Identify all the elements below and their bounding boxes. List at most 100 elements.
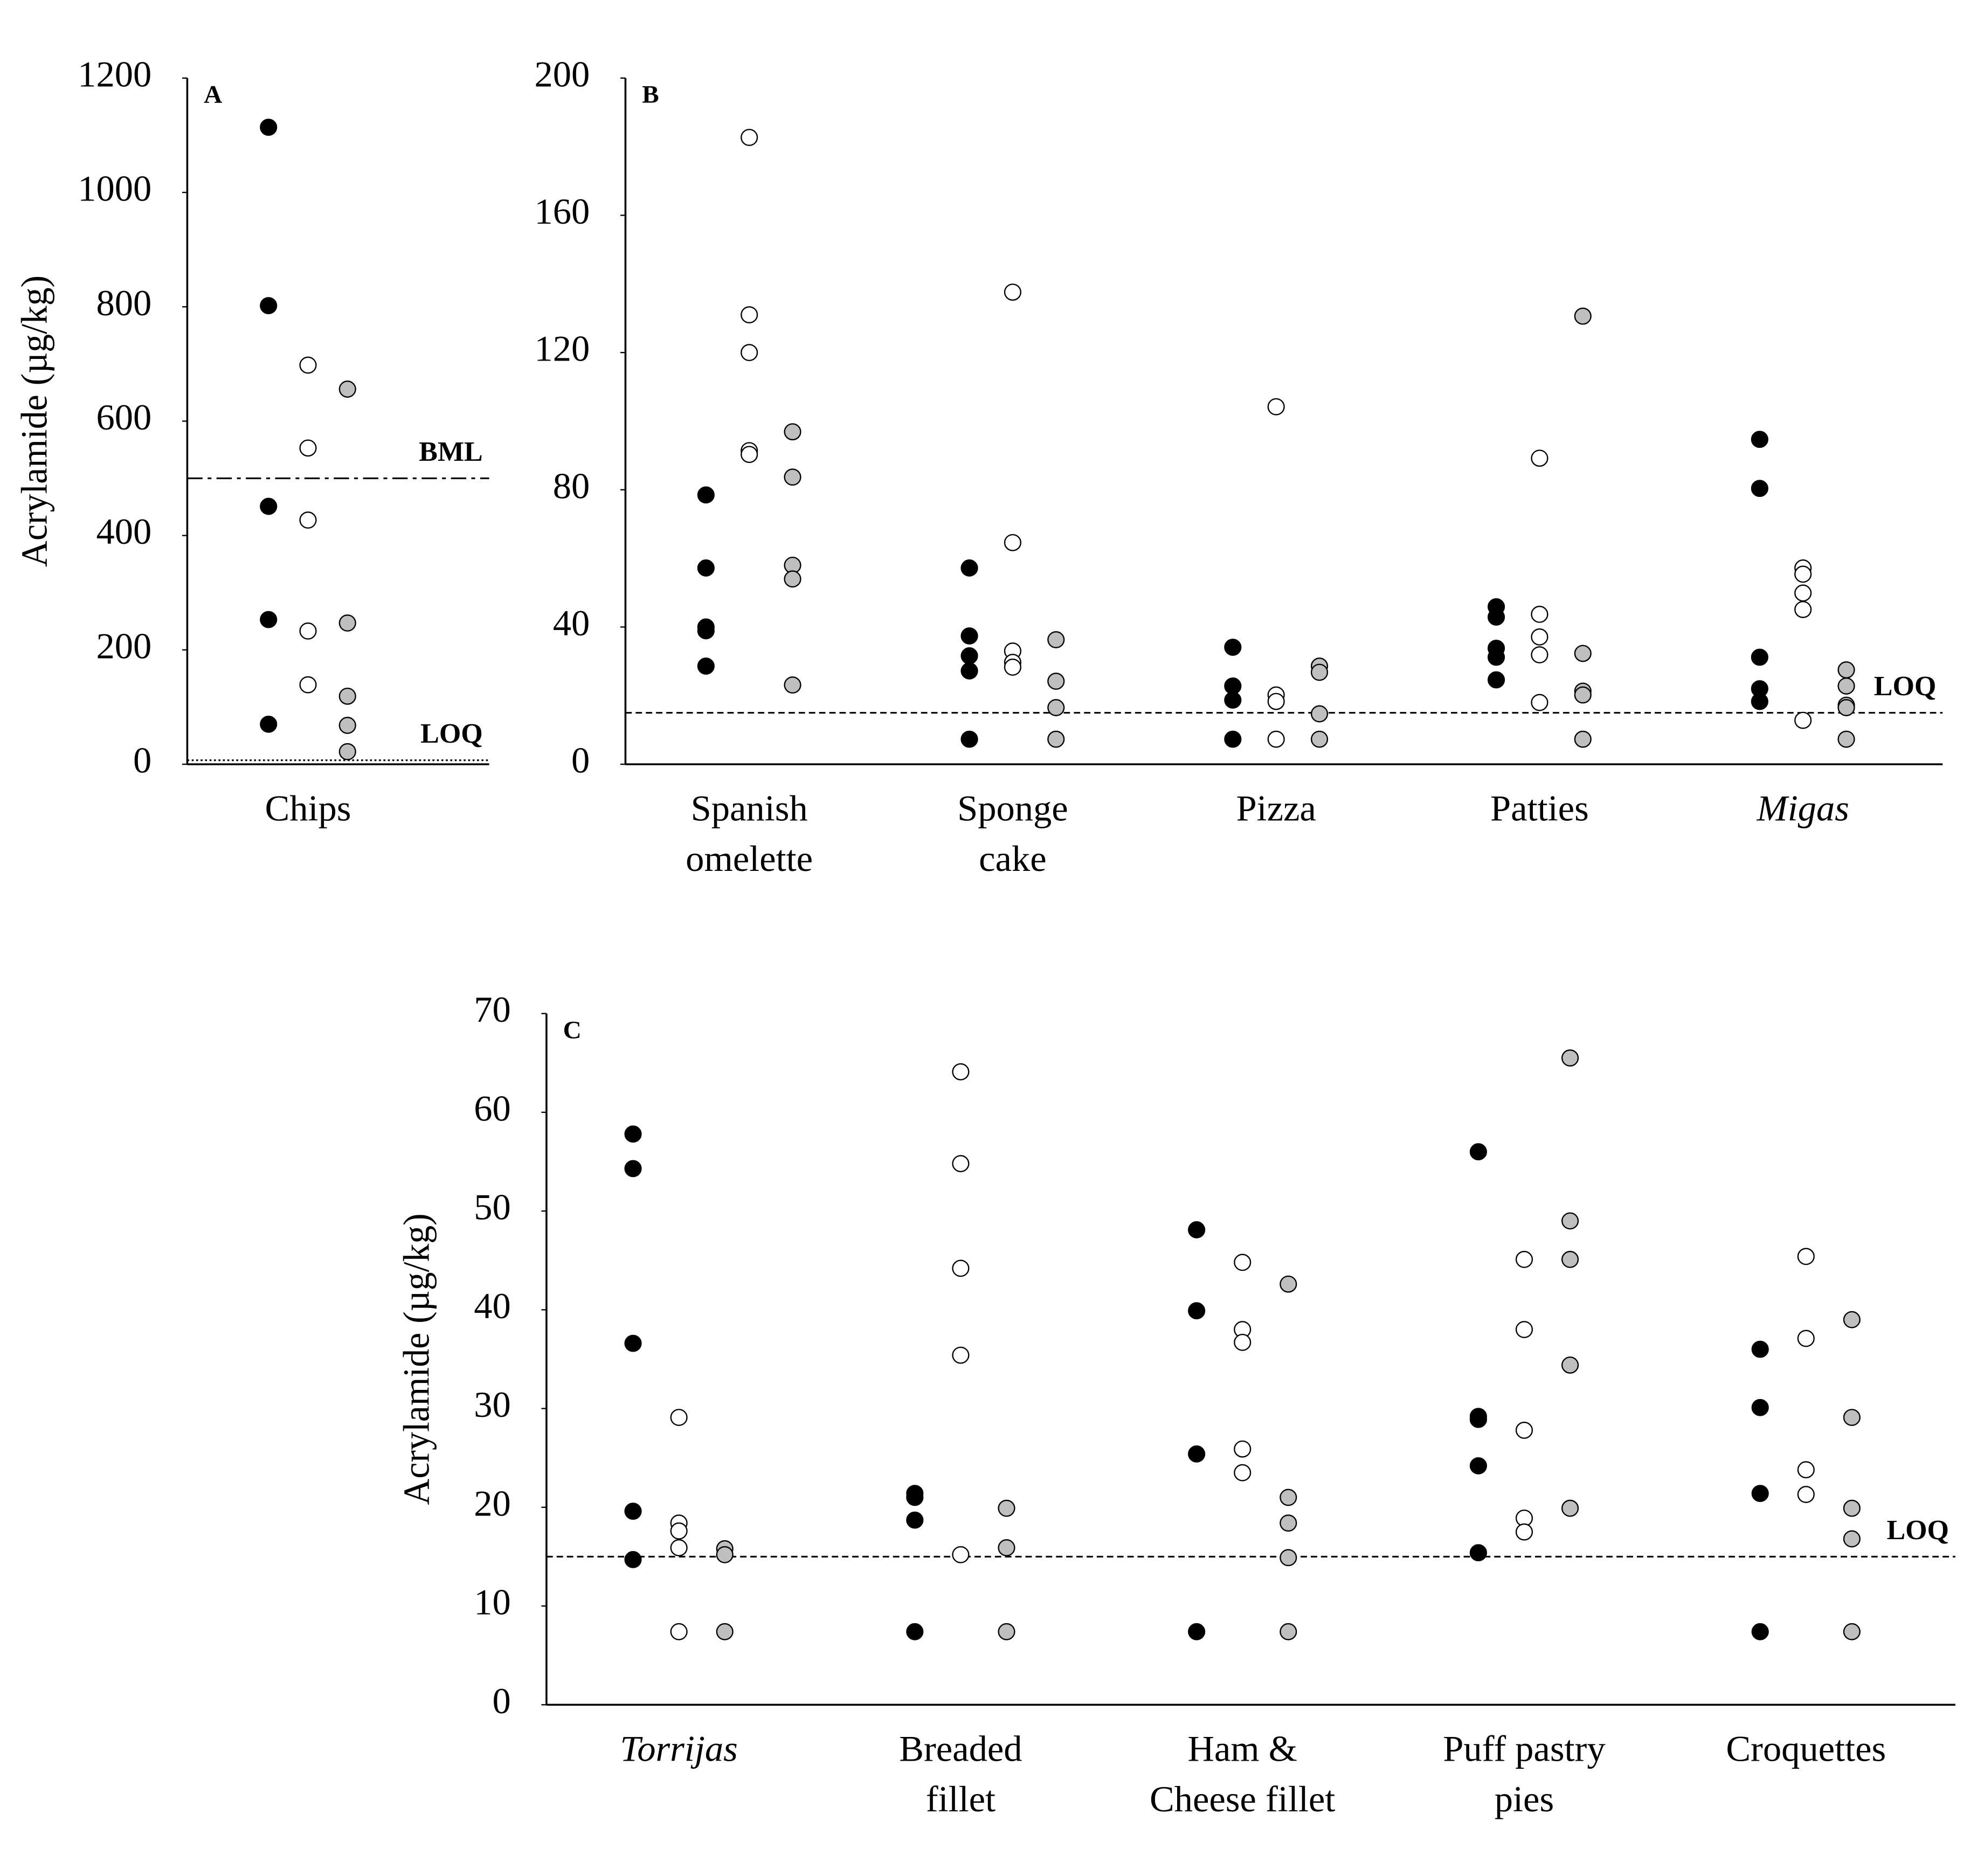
data-point [960,730,978,748]
data-point [338,380,356,398]
panel-label: B [642,81,659,109]
data-point [1280,1549,1297,1567]
data-point [1751,648,1768,666]
data-point [1047,699,1065,716]
data-point [1188,1445,1206,1463]
y-tick-label: 200 [96,626,151,667]
y-tick-label: 10 [474,1582,511,1623]
x-tick-label: Cheese fillet [1150,1778,1335,1819]
data-point [299,511,317,529]
data-point [1574,645,1592,662]
data-point [1280,1514,1297,1532]
data-point [697,657,715,675]
data-point [1469,1410,1487,1428]
y-tick-label: 30 [474,1384,511,1425]
data-point [998,1499,1015,1517]
x-tick-label: Patties [1490,788,1589,829]
data-point [1797,1248,1815,1265]
data-point [952,1546,970,1563]
panel-label: C [563,1016,582,1044]
data-point [624,1551,642,1568]
y-tick-label: 120 [534,328,590,369]
data-point [1188,1623,1206,1640]
data-point [1047,673,1065,690]
data-point [670,1623,688,1640]
y-tick-label: 1000 [78,168,151,209]
data-point [1047,730,1065,748]
y-tick-label: 160 [534,191,590,232]
data-point [299,439,317,457]
data-point [1794,711,1812,729]
data-point [624,1503,642,1520]
data-point [1837,730,1855,748]
data-point [1574,686,1592,704]
data-point [260,497,278,515]
data-point [1487,671,1505,689]
data-point [998,1539,1015,1556]
data-point [960,559,978,577]
data-point [1280,1623,1297,1640]
data-point [1487,648,1505,666]
y-tick-label: 80 [553,466,590,507]
data-point [1280,1489,1297,1506]
x-tick-label: Croquettes [1726,1728,1886,1769]
data-point [299,622,317,640]
x-tick-label: Pizza [1236,788,1316,829]
data-point [1837,661,1855,679]
data-point [1574,307,1592,325]
data-point [1561,1251,1579,1268]
data-point [624,1334,642,1352]
data-point [952,1346,970,1364]
reference-label: LOQ [1886,1515,1949,1546]
data-point [1837,677,1855,695]
data-point [1797,1461,1815,1479]
data-point [784,423,801,441]
x-tick-label: fillet [926,1778,996,1819]
y-axis-label: Acrylamide (µg/kg) [396,1213,437,1505]
data-point [1310,663,1329,681]
data-point [1188,1302,1206,1320]
data-point [906,1623,924,1640]
data-point [741,306,758,324]
data-point [952,1259,970,1277]
data-point [960,647,978,664]
data-point [1234,1440,1252,1458]
data-point [1561,1499,1579,1517]
data-point [670,1539,688,1556]
data-point [1310,730,1329,748]
x-tick-label: Torrijas [620,1728,737,1769]
data-point [338,717,356,734]
x-tick-label: omelette [686,838,813,879]
data-point [1487,608,1505,626]
data-point [1267,398,1285,416]
y-tick-label: 70 [474,989,511,1030]
data-point [1843,1530,1861,1548]
y-tick-label: 600 [96,397,151,438]
data-point [1751,1340,1769,1358]
data-point [1267,693,1285,710]
data-point [697,622,715,640]
data-point [1004,534,1021,551]
data-point [1515,1251,1533,1268]
data-point [1515,1422,1533,1439]
data-point [960,662,978,680]
y-tick-label: 40 [553,603,590,643]
data-point [624,1160,642,1178]
data-point [741,344,758,362]
data-point [260,119,278,136]
data-point [1469,1143,1487,1161]
data-point [1843,1623,1861,1640]
data-point [952,1155,970,1173]
reference-label: BML [419,437,482,467]
data-point [1531,646,1549,663]
y-tick-label: 400 [96,511,151,552]
data-point [697,486,715,504]
y-tick-label: 800 [96,282,151,323]
data-point [1794,584,1812,602]
data-point [1843,1409,1861,1426]
reference-label: LOQ [1874,671,1937,702]
data-point [741,129,758,146]
data-point [1469,1544,1487,1561]
data-point [260,611,278,628]
data-point [338,687,356,705]
